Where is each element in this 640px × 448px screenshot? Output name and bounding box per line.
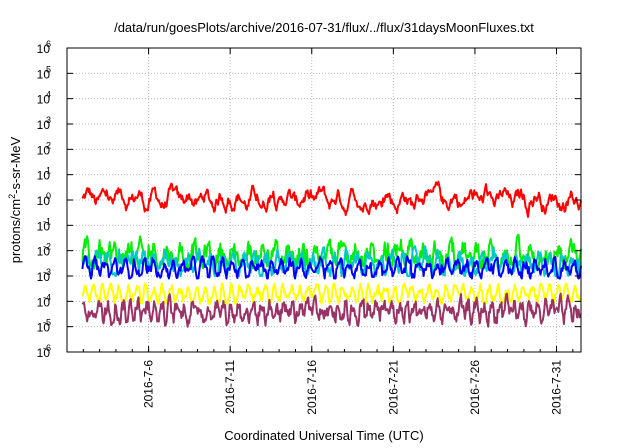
x-tick-label: 2016-7-26 <box>468 360 482 415</box>
y-tick-label: 100 <box>37 191 51 208</box>
y-tick-label: 10-6 <box>37 343 51 360</box>
series-line <box>81 292 582 328</box>
y-tick-label: 106 <box>37 39 51 56</box>
series-line <box>81 255 582 280</box>
x-tick-label: 2016-7-6 <box>142 360 156 408</box>
y-tick-label: 101 <box>37 166 51 183</box>
x-tick-label: 2016-7-16 <box>305 360 319 415</box>
x-tick-label: 2016-7-21 <box>386 360 400 415</box>
x-tick-label: 2016-7-11 <box>223 360 237 414</box>
y-axis: 10-6 10-5 10-4 10-3 10-2 10-1 100 101 102 103 104 1… <box>37 39 581 360</box>
x-tick-label: 2016-7-31 <box>550 360 564 415</box>
y-tick-label: 10-5 <box>37 318 51 335</box>
y-tick-label: 10-4 <box>37 292 51 309</box>
y-tick-label: 105 <box>37 64 51 81</box>
series-line <box>81 282 582 305</box>
series-line <box>81 180 582 218</box>
series-group <box>81 180 582 328</box>
y-tick-label: 103 <box>37 115 51 132</box>
y-tick-label: 10-2 <box>37 242 51 259</box>
y-tick-label: 10-3 <box>37 267 51 284</box>
y-tick-label: 10-1 <box>37 216 51 233</box>
y-tick-label: 104 <box>37 90 51 107</box>
x-axis-label: Coordinated Universal Time (UTC) <box>224 428 423 443</box>
chart-title: /data/run/goesPlots/archive/2016-07-31/f… <box>114 20 534 35</box>
grid <box>67 48 581 352</box>
x-axis: 2016-7-6 2016-7-11 2016-7-16 2016-7-21 2016-… <box>82 48 574 415</box>
y-tick-label: 102 <box>37 140 51 157</box>
plot-frame <box>66 47 582 353</box>
y-axis-label: protons/cm2-s-sr-MeV <box>7 136 23 263</box>
